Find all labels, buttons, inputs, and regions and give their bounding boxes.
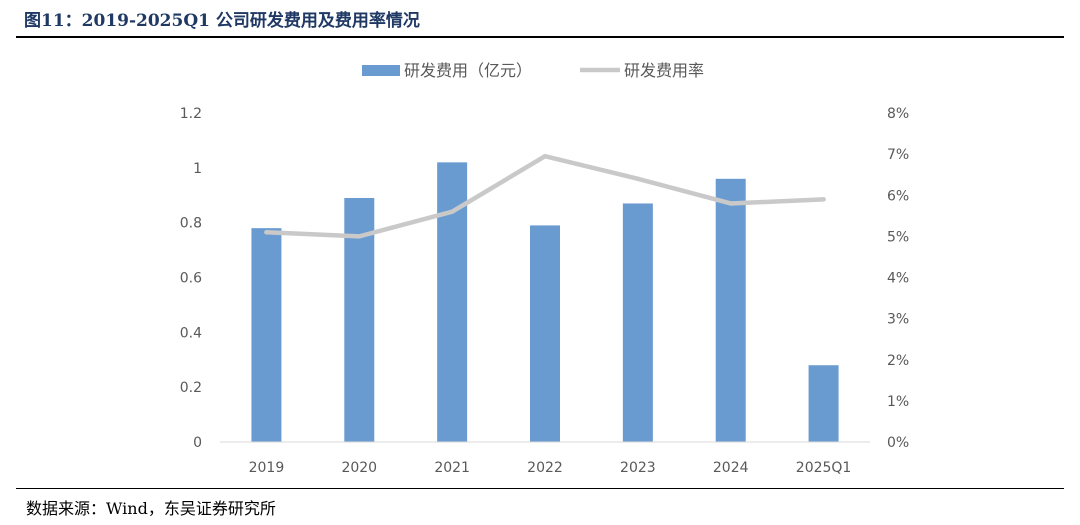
x-axis-tick-label: 2024: [713, 460, 749, 476]
line-point-2019: [264, 230, 269, 235]
bar-rd-expense-2024: [715, 178, 746, 443]
left-axis-tick-label: 1: [193, 161, 202, 177]
right-axis-tick-label: 7%: [887, 147, 909, 163]
title-rule: [16, 36, 1064, 38]
x-axis-tick-label: 2019: [249, 460, 285, 476]
left-axis-tick-label: 0.8: [180, 216, 202, 232]
line-point-2020: [357, 234, 362, 239]
x-axis-tick-label: 2025Q1: [796, 460, 852, 476]
x-axis-tick-label: 2020: [341, 460, 377, 476]
line-point-2024: [728, 201, 733, 206]
legend-line-label: 研发费用率: [624, 61, 704, 80]
right-axis-tick-label: 2%: [887, 353, 909, 369]
right-axis-tick-label: 4%: [887, 271, 909, 287]
x-axis-tick-label: 2021: [434, 460, 470, 476]
legend-bar-label: 研发费用（亿元）: [404, 61, 532, 80]
figure-title: 图11：2019-2025Q1 公司研发费用及费用率情况: [24, 11, 420, 31]
left-axis-tick-label: 0.2: [180, 380, 202, 396]
left-axis-tick-label: 0: [193, 435, 202, 451]
right-axis-tick-label: 5%: [887, 229, 909, 245]
bar-rd-expense-2021: [437, 162, 468, 442]
right-axis-tick-label: 0%: [887, 435, 909, 451]
right-axis-tick-label: 3%: [887, 312, 909, 328]
bar-rd-expense-2023: [622, 203, 653, 442]
source-rule: [16, 488, 1064, 489]
line-point-2021: [449, 209, 455, 214]
line-point-2023: [635, 176, 641, 181]
legend-bar-swatch: [362, 65, 400, 76]
right-axis-tick-label: 8%: [887, 106, 909, 122]
bar-rd-expense-2019: [251, 228, 282, 442]
right-axis-tick-label: 6%: [887, 188, 909, 204]
left-axis-tick-label: 0.6: [180, 271, 202, 287]
left-axis-tick-label: 0.4: [180, 325, 202, 341]
right-axis-tick-label: 1%: [887, 394, 909, 410]
bar-rd-expense-2020: [344, 197, 375, 442]
bar-rd-expense-2022: [530, 225, 560, 442]
bar-rd-expense-2025Q1: [808, 365, 839, 442]
x-axis-tick-label: 2022: [527, 460, 563, 476]
source-note: 数据来源：Wind，东吴证券研究所: [26, 499, 276, 518]
x-axis-tick-label: 2023: [620, 460, 656, 476]
rd-expense-chart: 0 0.2 0.4 0.6 0.8 1 1.2 0% 1% 2% 3% 4% 5% 6% 7% 8% 2019 2…: [180, 61, 909, 476]
line-point-2022: [542, 153, 548, 159]
left-axis-tick-label: 1.2: [180, 106, 202, 122]
line-point-2025Q1: [821, 197, 826, 202]
